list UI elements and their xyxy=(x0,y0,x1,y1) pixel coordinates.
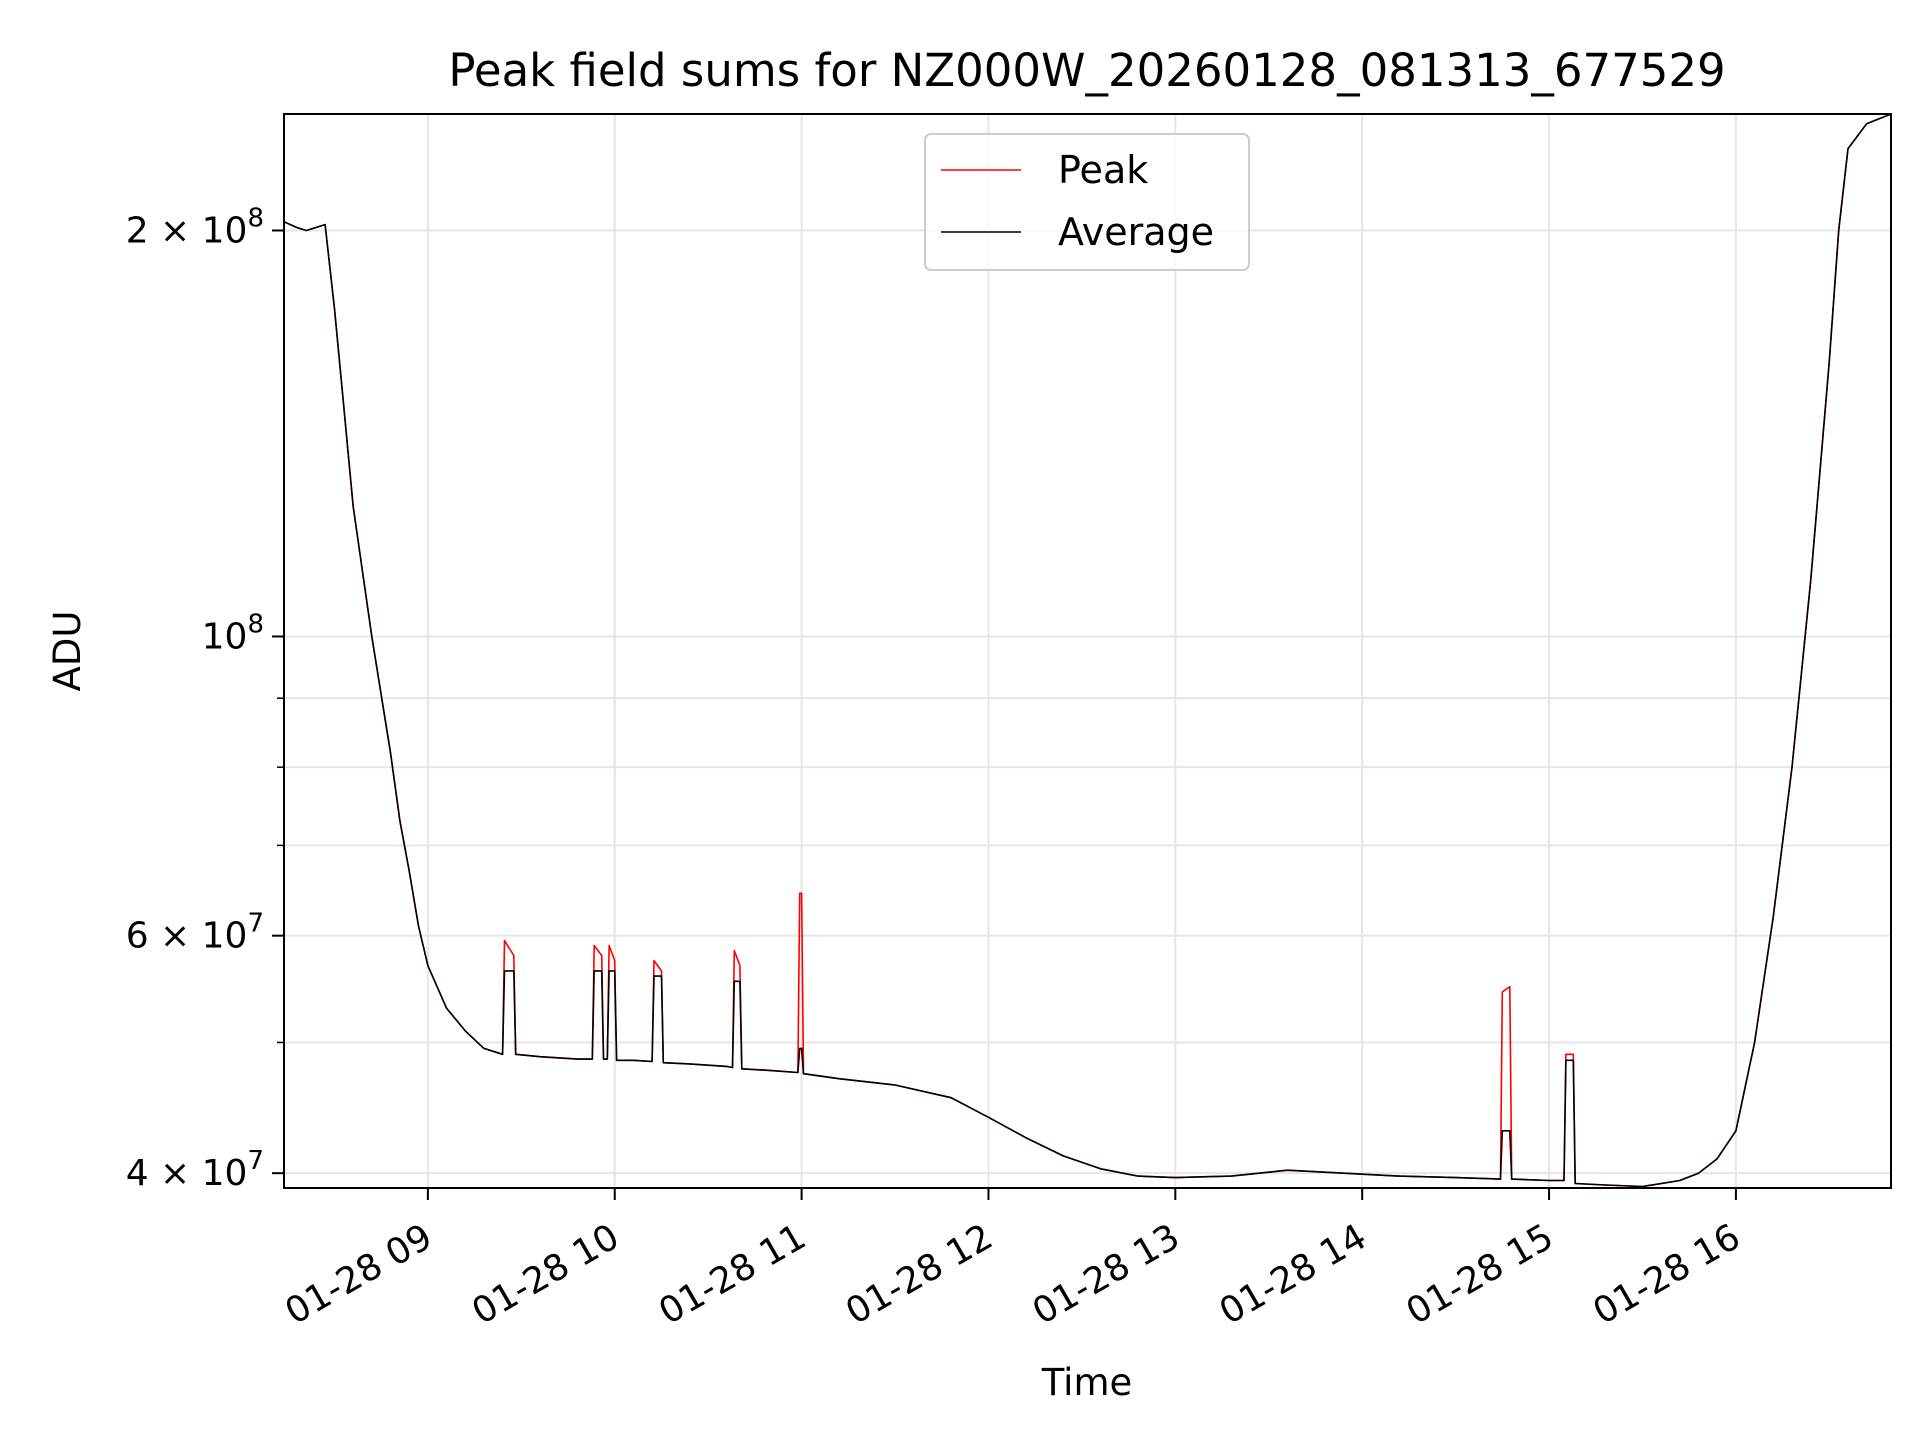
legend-peak-label: Peak xyxy=(1058,148,1148,192)
chart-title: Peak field sums for NZ000W_20260128_0813… xyxy=(448,44,1725,97)
grid xyxy=(284,114,1891,1188)
y-tick-label: 108 xyxy=(202,609,264,657)
y-tick-label: 4 × 107 xyxy=(126,1146,264,1194)
legend: Peak Average xyxy=(924,133,1250,271)
y-axis-label: ADU xyxy=(46,611,89,692)
y-tick-label: 6 × 107 xyxy=(126,909,264,957)
legend-average-label: Average xyxy=(1058,210,1214,254)
y-tick-mantissa: 4 xyxy=(126,1153,149,1194)
y-tick-label: 2 × 108 xyxy=(126,203,264,251)
legend-box xyxy=(924,133,1250,271)
plot-frame xyxy=(283,113,1892,1189)
y-tick-exponent: 7 xyxy=(247,909,264,939)
y-tick-exponent: 8 xyxy=(247,609,264,639)
x-axis-label: Time xyxy=(1041,1361,1133,1404)
plot-series xyxy=(283,113,1892,1188)
y-tick-exponent: 8 xyxy=(247,203,264,233)
y-tick-mantissa: 2 xyxy=(126,210,149,251)
series-line-average xyxy=(283,113,1892,1188)
y-tick-mantissa: 6 xyxy=(126,916,149,957)
y-tick-exponent: 7 xyxy=(247,1146,264,1176)
